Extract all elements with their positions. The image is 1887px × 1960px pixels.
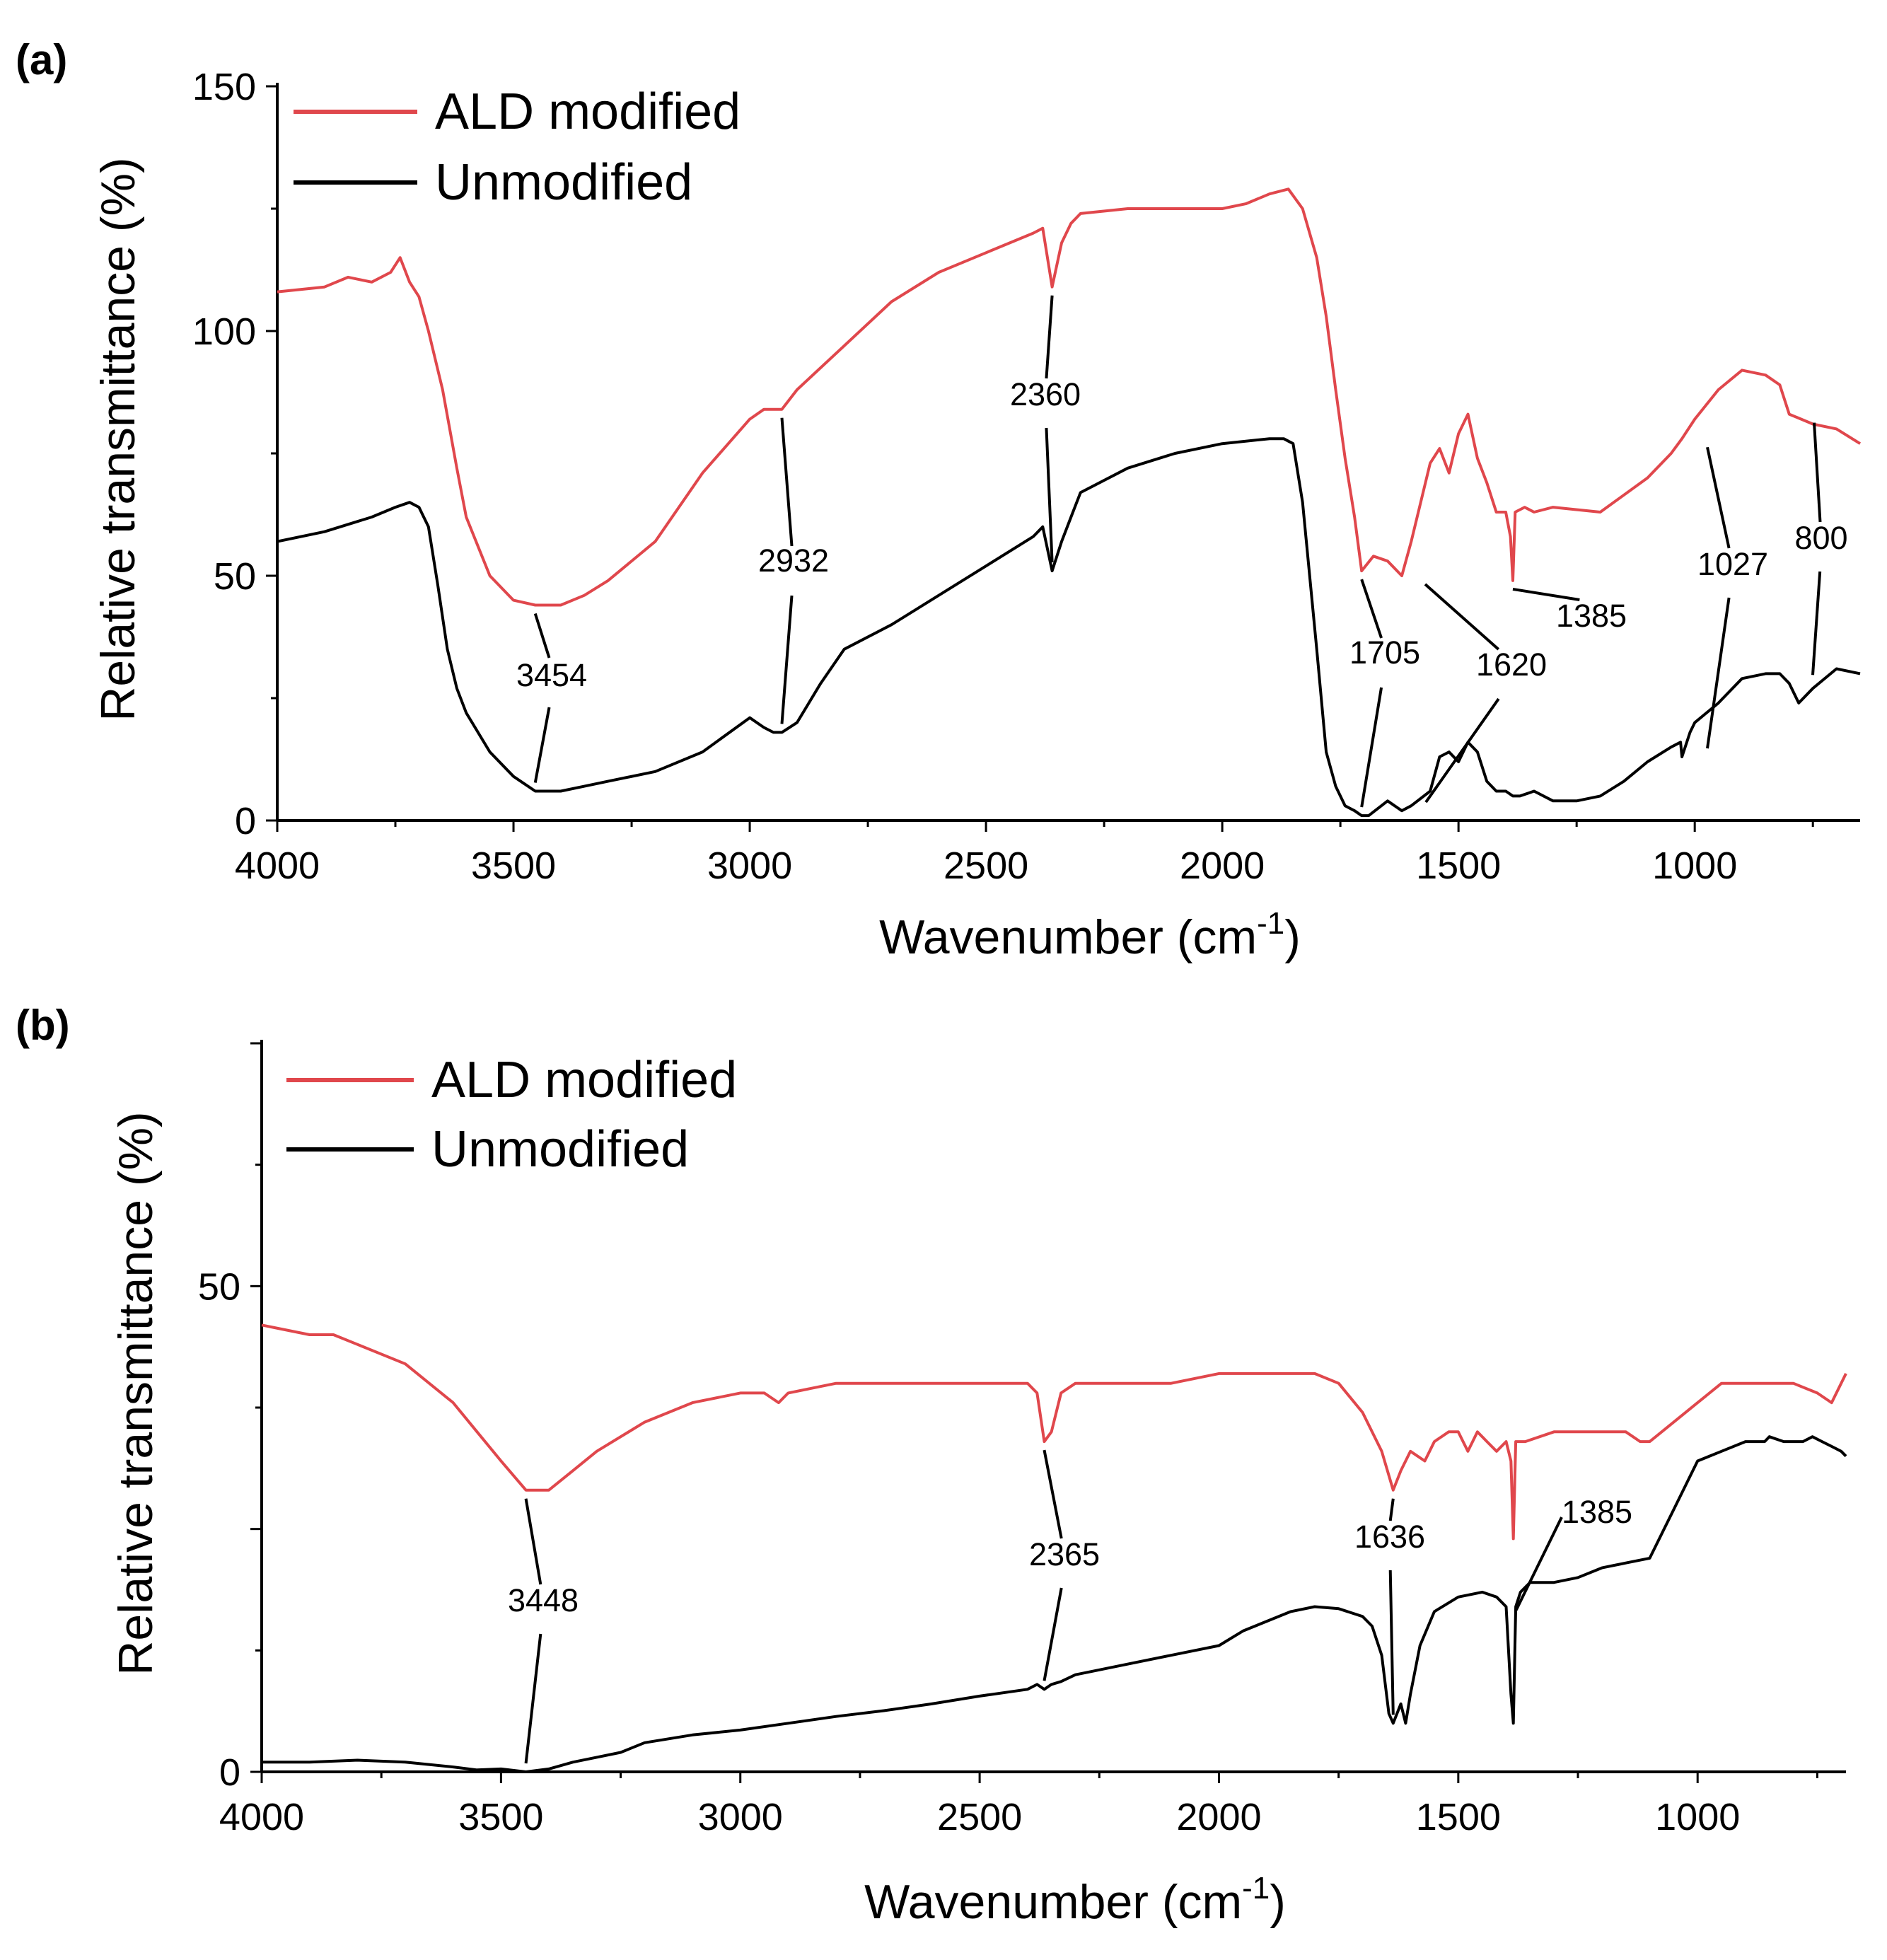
series-line-unmodified (277, 437, 1861, 818)
leader-line (533, 707, 551, 783)
x-axis-title-superscript: -1 (1257, 906, 1284, 941)
x-tick-label: 1000 (1655, 1796, 1740, 1838)
x-tick-label: 4000 (219, 1796, 304, 1838)
y-axis-title: Relative transmittance (%) (91, 157, 145, 721)
x-axis-title: Wavenumber (cm-1) (864, 1871, 1286, 1929)
leader-line (533, 613, 551, 659)
peak-label: 1385 (1556, 598, 1627, 634)
leader-line (1045, 427, 1054, 563)
peak-label: 1385 (1562, 1494, 1632, 1530)
y-tick-label: 50 (198, 1265, 240, 1308)
x-tick-label: 1500 (1416, 1796, 1501, 1838)
leader-line (1811, 571, 1822, 675)
peak-label: 3448 (508, 1582, 579, 1618)
peak-label: 2365 (1029, 1536, 1100, 1572)
panel-label: (a) (16, 36, 67, 83)
peak-label: 1620 (1476, 646, 1547, 683)
peak-label: 1636 (1354, 1519, 1425, 1555)
peak-label: 2932 (758, 543, 829, 579)
peak-label: 1705 (1349, 634, 1420, 671)
x-tick-label: 2000 (1176, 1796, 1261, 1838)
leader-line (1388, 1570, 1395, 1715)
leader-line (1813, 422, 1822, 523)
x-tick-label: 1000 (1652, 845, 1737, 887)
series-line-unmodified (262, 1435, 1847, 1773)
leader-line (1512, 587, 1580, 601)
leader-line (1043, 1587, 1063, 1681)
leader-line (1706, 446, 1731, 549)
leader-line (524, 1633, 542, 1764)
x-tick-label: 2500 (944, 845, 1028, 887)
leader-line (1706, 597, 1731, 749)
x-tick-label: 3000 (707, 845, 792, 887)
x-tick-label: 3500 (471, 845, 556, 887)
x-axis-title-superscript: -1 (1242, 1871, 1270, 1906)
y-tick-label: 150 (192, 66, 256, 108)
x-tick-label: 3500 (458, 1796, 543, 1838)
peak-label: 800 (1794, 520, 1847, 556)
leader-line (780, 595, 794, 724)
legend-label: Unmodified (435, 154, 692, 211)
legend-label: ALD modified (431, 1052, 737, 1108)
y-tick-label: 0 (235, 800, 256, 842)
x-axis-title-main: Wavenumber (cm (879, 910, 1257, 964)
peak-label: 2360 (1010, 376, 1081, 412)
x-axis-title-main: Wavenumber (cm (864, 1875, 1242, 1929)
legend-label: ALD modified (435, 83, 741, 140)
y-tick-label: 50 (214, 555, 256, 598)
x-tick-label: 2500 (937, 1796, 1022, 1838)
peak-label: 3454 (516, 657, 587, 693)
leader-line (524, 1498, 542, 1585)
leader-line (1388, 1498, 1395, 1521)
x-axis-title-close: ) (1270, 1875, 1286, 1929)
legend-label: Unmodified (431, 1121, 689, 1178)
leader-line (1424, 583, 1500, 651)
x-tick-label: 2000 (1180, 845, 1265, 887)
y-tick-label: 0 (219, 1751, 240, 1794)
leader-line (1045, 295, 1054, 379)
leader-line (1360, 687, 1383, 808)
leader-line (1043, 1449, 1063, 1539)
x-tick-label: 3000 (698, 1796, 783, 1838)
leader-line (1424, 697, 1500, 804)
panel-b: (b) 4000 3500 3000 2500 2000 1500 1000 0 50 Wavenu… (16, 1002, 1847, 1929)
y-tick-label: 100 (192, 311, 256, 353)
x-tick-label: 1500 (1416, 845, 1501, 887)
series-line-ald-modified (261, 1323, 1847, 1541)
x-tick-label: 4000 (235, 845, 320, 887)
series-line-ald-modified (277, 187, 1862, 607)
y-axis-title: Relative transmittance (%) (109, 1111, 163, 1675)
x-axis-title-close: ) (1284, 910, 1301, 964)
x-axis-title: Wavenumber (cm-1) (879, 906, 1301, 964)
leader-line (1514, 1517, 1563, 1611)
leader-line (1360, 579, 1383, 639)
panel-label: (b) (16, 1002, 70, 1049)
panel-a: (a) 4000 3500 3000 2500 2000 1500 1000 0 50 100 150… (16, 36, 1862, 964)
peak-label: 1027 (1697, 546, 1768, 582)
leader-line (780, 417, 794, 547)
